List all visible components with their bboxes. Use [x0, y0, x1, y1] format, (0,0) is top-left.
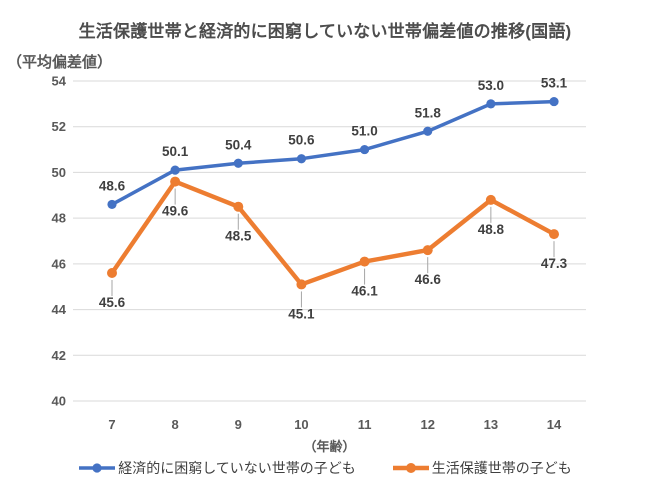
data-point-marker — [549, 229, 560, 240]
data-label: 46.1 — [351, 284, 378, 299]
data-label: 45.6 — [99, 295, 126, 310]
data-point-marker — [107, 268, 117, 278]
data-point-marker — [296, 279, 307, 290]
chart-title: 生活保護世帯と経済的に困窮していない世帯偏差値の推移(国語) — [78, 22, 572, 41]
legend-label: 生活保護世帯の子ども — [431, 460, 572, 476]
data-label: 53.1 — [541, 76, 568, 91]
legend-item: 経済的に困窮していない世帯の子ども — [78, 458, 356, 478]
x-axis-title: （年齢） — [303, 439, 356, 454]
x-tick-label: 7 — [108, 417, 115, 432]
x-tick-label: 11 — [358, 417, 372, 432]
legend: 経済的に困窮していない世帯の子ども 生活保護世帯の子ども — [0, 458, 650, 478]
data-point-marker — [359, 144, 370, 155]
y-tick-label: 44 — [52, 302, 67, 317]
data-label: 45.1 — [288, 306, 315, 321]
data-point-marker — [233, 201, 244, 212]
data-label: 50.6 — [288, 133, 315, 148]
data-point-marker — [485, 194, 496, 205]
data-point-marker — [170, 176, 181, 187]
data-label: 49.6 — [162, 204, 189, 219]
y-tick-label: 40 — [52, 394, 66, 409]
series-line — [110, 99, 556, 207]
data-point-marker — [233, 158, 243, 168]
data-label: 51.8 — [415, 105, 442, 120]
data-label: 46.6 — [415, 272, 442, 287]
x-tick-label: 14 — [547, 417, 562, 432]
series-line — [109, 179, 557, 287]
data-label: 48.6 — [99, 178, 126, 193]
data-label: 53.0 — [478, 78, 504, 93]
y-tick-label: 52 — [52, 119, 66, 134]
data-label: 48.8 — [478, 222, 505, 237]
data-point-marker — [296, 154, 307, 164]
legend-item: 生活保護世帯の子ども — [392, 458, 572, 478]
data-point-marker — [359, 256, 370, 267]
x-tick-label: 12 — [420, 417, 434, 432]
x-tick-label: 8 — [172, 417, 179, 432]
data-label: 47.3 — [541, 256, 568, 271]
data-point-marker — [107, 199, 117, 210]
data-point-marker — [422, 245, 433, 256]
x-tick-label: 13 — [484, 417, 498, 432]
x-tick-label: 9 — [235, 417, 242, 432]
data-label: 50.1 — [162, 144, 189, 159]
legend-label: 経済的に困窮していない世帯の子ども — [118, 460, 356, 476]
data-point-marker — [549, 96, 559, 107]
y-axis-title: （平均偏差値） — [7, 54, 113, 71]
y-tick-label: 54 — [52, 74, 67, 89]
y-tick-label: 42 — [52, 348, 66, 363]
data-label: 51.0 — [351, 124, 377, 139]
legend-marker-icon — [79, 463, 116, 473]
x-tick-label: 10 — [294, 417, 308, 432]
data-point-marker — [170, 165, 180, 175]
y-tick-label: 50 — [52, 165, 66, 180]
legend-marker-icon — [392, 463, 429, 473]
data-point-marker — [423, 126, 433, 136]
data-label: 50.4 — [225, 137, 252, 152]
y-tick-label: 48 — [52, 211, 66, 226]
y-tick-label: 46 — [52, 256, 66, 271]
data-point-marker — [486, 99, 496, 109]
data-label: 48.5 — [225, 229, 252, 244]
